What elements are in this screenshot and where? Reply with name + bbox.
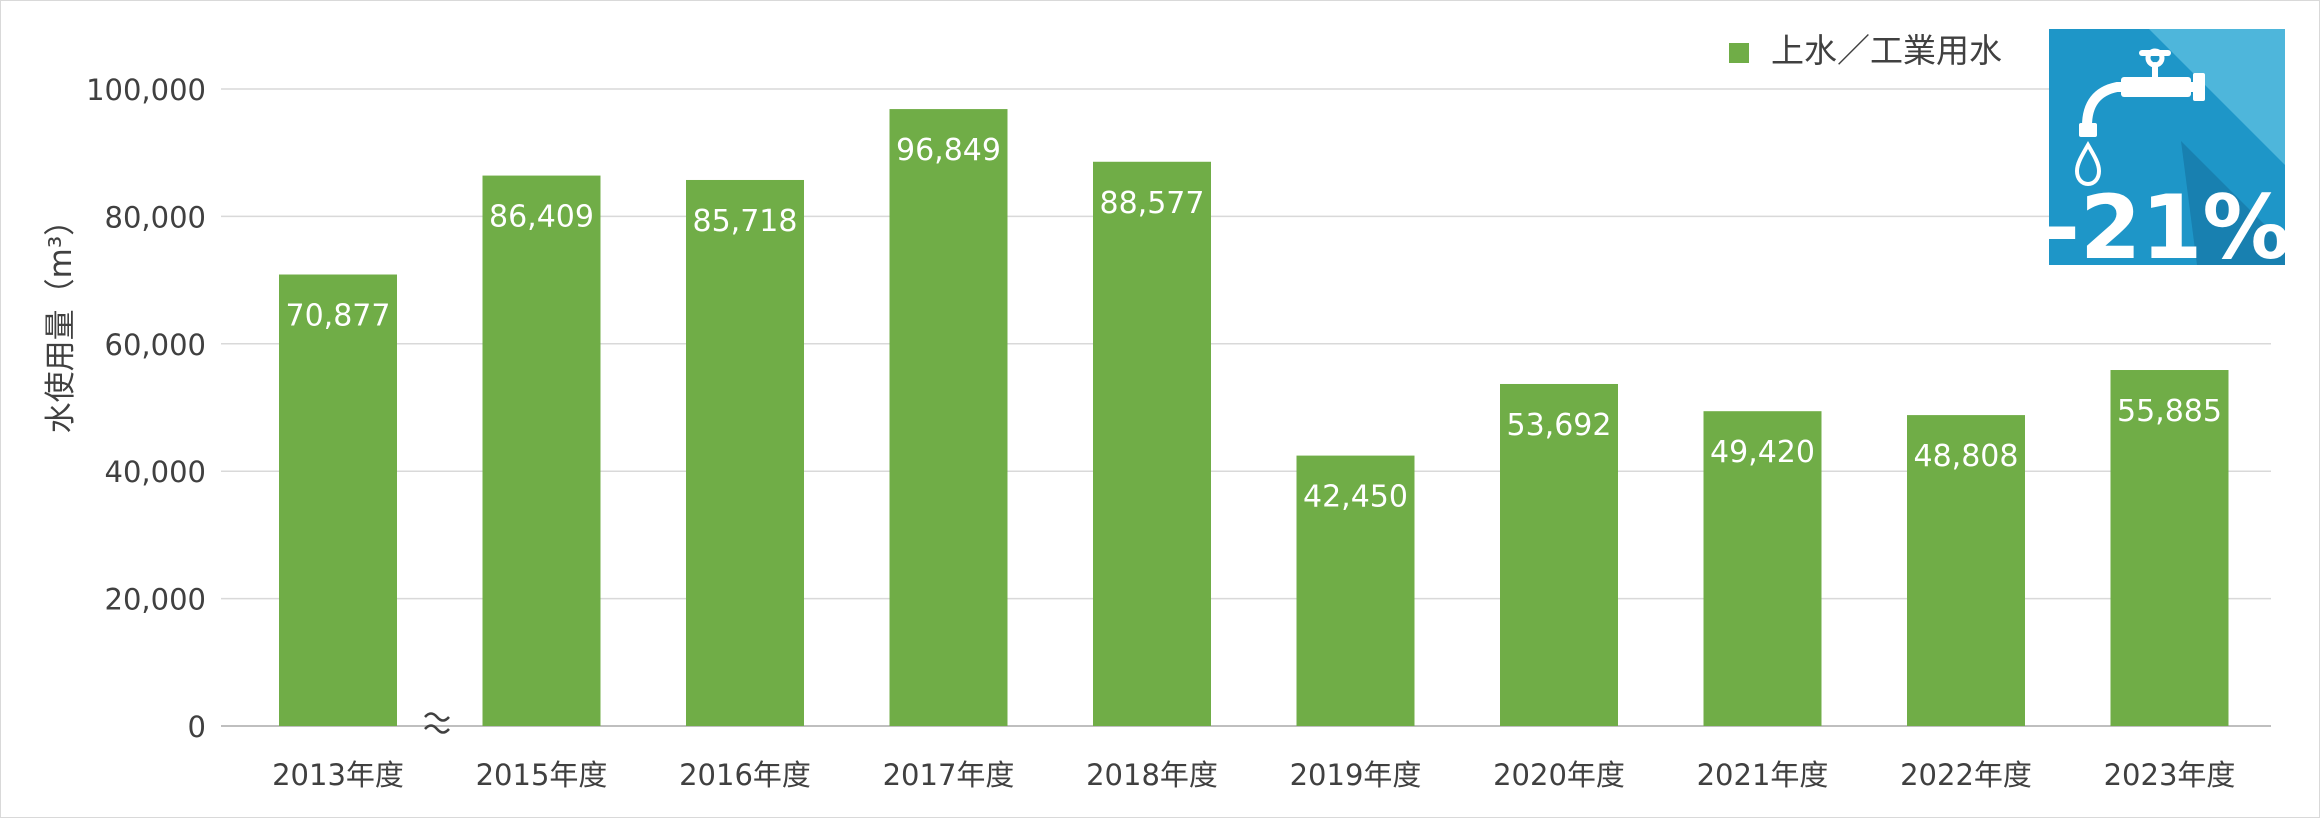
axis-break-mark [424, 712, 450, 734]
y-tick-label: 20,000 [105, 583, 206, 617]
bar-2015年度 [482, 175, 601, 726]
legend-swatch [1729, 43, 1749, 63]
badge-text: -21% [2043, 176, 2290, 279]
bar-value-label: 96,849 [896, 133, 1001, 168]
x-tick-label: 2020年度 [1493, 758, 1625, 792]
x-tick-label: 2016年度 [679, 758, 811, 792]
bar-2017年度 [889, 109, 1008, 726]
x-tick-label: 2015年度 [476, 758, 608, 792]
bar-2022年度 [1907, 415, 2025, 726]
y-tick-label: 60,000 [105, 328, 206, 362]
x-tick-label: 2022年度 [1900, 758, 2032, 792]
reduction-badge: -21% [2043, 29, 2291, 279]
y-tick-label: 0 [188, 710, 206, 744]
bar-2023年度 [2110, 370, 2229, 726]
bar-2019年度 [1296, 455, 1415, 726]
bar-labels: 70,877 86,409 85,718 96,849 88,577 42,450 53,6… [286, 133, 2222, 515]
x-tick-label: 2018年度 [1086, 758, 1218, 792]
bar-value-label: 49,420 [1710, 435, 1815, 470]
bar-value-label: 85,718 [693, 204, 798, 239]
badge-shadow [2181, 141, 2285, 265]
axes: 0 20,000 40,000 60,000 80,000 100,000 2013年度 20… [86, 73, 2235, 792]
x-tick-label: 2013年度 [272, 758, 404, 792]
bar-value-label: 42,450 [1303, 480, 1408, 515]
axis-break-line-bottom [424, 724, 450, 734]
badge-highlight [2149, 29, 2285, 165]
bar-series [279, 109, 2229, 727]
bar-value-label: 70,877 [286, 299, 391, 334]
x-tick-label: 2021年度 [1697, 758, 1829, 792]
legend-label: 上水／工業用水 [1771, 31, 2002, 70]
axis-break-line-top [424, 712, 450, 722]
bar-2021年度 [1703, 411, 1822, 726]
bar-value-label: 88,577 [1100, 186, 1205, 221]
x-tick-label: 2019年度 [1290, 758, 1422, 792]
bar-2020年度 [1500, 383, 1618, 726]
y-tick-label: 40,000 [105, 455, 206, 489]
bar-value-label: 53,692 [1507, 408, 1612, 443]
y-tick-label: 100,000 [86, 73, 206, 107]
y-axis-title: 水使用量（m³） [43, 205, 79, 434]
bar-value-label: 55,885 [2117, 394, 2222, 429]
water-faucet-icon [2074, 48, 2205, 187]
bar-2018年度 [1093, 161, 1211, 726]
bar-value-label: 86,409 [489, 200, 594, 235]
bar-2013年度 [279, 274, 397, 726]
y-tick-label: 80,000 [105, 200, 206, 234]
x-tick-label: 2023年度 [2104, 758, 2236, 792]
x-tick-label: 2017年度 [883, 758, 1015, 792]
bar-value-label: 48,808 [1914, 439, 2019, 474]
legend: 上水／工業用水 [1729, 31, 2002, 70]
bar-2016年度 [686, 179, 804, 727]
